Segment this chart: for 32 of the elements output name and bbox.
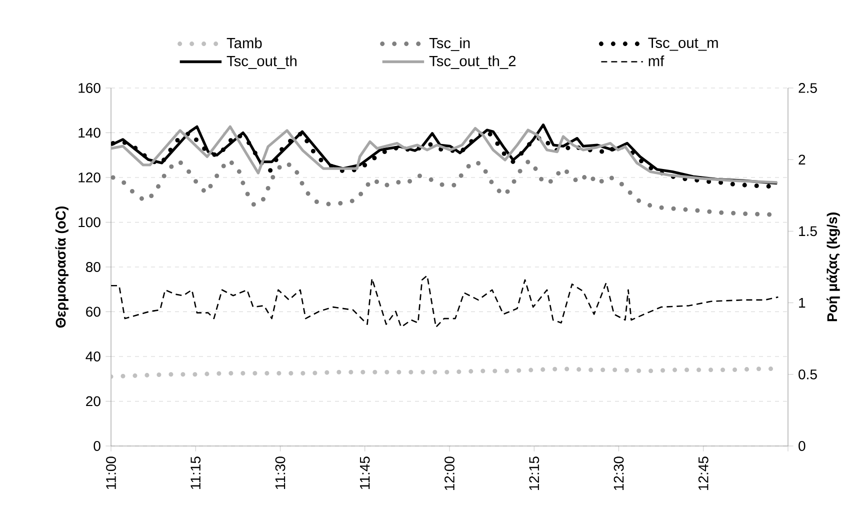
y-tick-label: 20 [86, 396, 100, 406]
y2-tick-label: 2 [798, 154, 806, 164]
y-tick-label: 120 [78, 172, 100, 182]
y2-tick-label: 0 [798, 441, 806, 451]
legend-label: Tamb [226, 37, 262, 48]
legend-label: mf [648, 55, 664, 66]
y2-tick-label: 2.5 [798, 83, 817, 93]
x-tick-label: 11:45 [360, 456, 370, 489]
y-tick-label: 0 [94, 441, 100, 451]
x-tick-label: 12:15 [529, 456, 540, 490]
x-tick-label: 12:00 [444, 456, 454, 490]
y2-axis-title: Ροή μάζας (kg/s) [826, 212, 840, 322]
legend-label: Tsc_in [429, 37, 470, 52]
y-tick-label: 80 [86, 262, 100, 272]
y-tick-label: 100 [78, 217, 100, 228]
y-tick-label: 40 [86, 352, 100, 362]
y-tick-label: 140 [78, 128, 100, 138]
x-tick-label: 11:00 [106, 456, 116, 489]
x-tick-label: 11:15 [190, 456, 201, 489]
legend-label: Tsc_out_th_2 [429, 55, 516, 69]
y-axis-title: Θερμοκρασία (oC) [55, 206, 68, 328]
y-tick-label: 60 [86, 306, 100, 317]
y2-tick-label: 0.5 [798, 369, 817, 380]
y2-tick-label: 1.5 [799, 226, 817, 236]
y-tick-label: 160 [78, 83, 100, 93]
legend-label: Tsc_out_m [648, 38, 718, 51]
x-tick-label: 12:45 [698, 456, 708, 490]
x-tick-label: 11:30 [275, 456, 286, 489]
y2-tick-label: 1 [799, 298, 806, 308]
x-tick-label: 12:30 [614, 456, 624, 490]
legend-label: Tsc_out_th [226, 55, 296, 69]
line-series [111, 274, 779, 328]
